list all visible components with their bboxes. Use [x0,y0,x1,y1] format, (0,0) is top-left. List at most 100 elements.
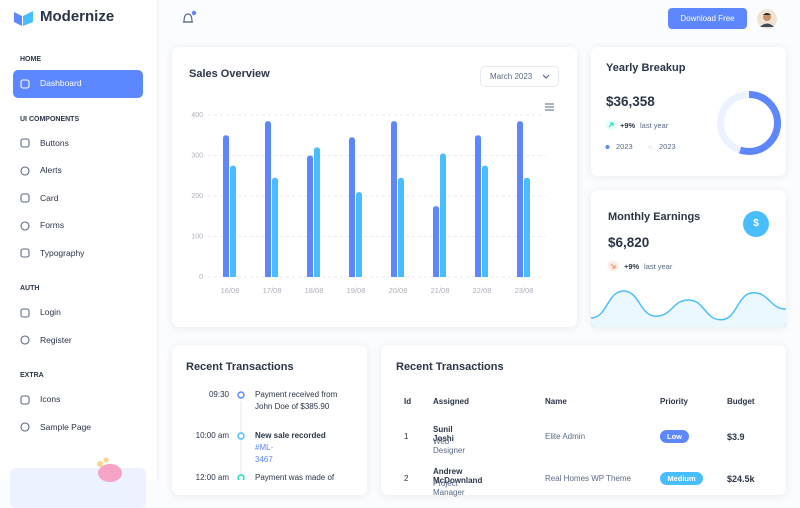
donut-segment [717,91,781,155]
card-title: Yearly Breakup [606,62,686,74]
bar [265,121,271,277]
x-tick-label: 20/08 [389,286,408,295]
nav-item[interactable]: Login [13,299,143,327]
nav-label: Forms [40,220,65,230]
chart-menu-icon [545,103,554,111]
section-title: EXTRA [20,372,44,379]
nav-icon [20,220,30,231]
section-title: HOME [20,56,41,63]
x-tick-label: 23/08 [515,286,534,295]
nav-icon [20,307,30,318]
earnings-icon: $ [743,211,769,237]
card-title: Recent Transactions [396,361,504,373]
bar [517,121,523,277]
period-dropdown[interactable]: March 2023 [480,66,559,87]
column-header: Assigned [433,397,470,406]
legend-swatch [648,145,653,149]
nav-label: Icons [40,394,61,404]
timeline-time: 10:00 am [195,431,229,440]
cell-budget: $24.5k [727,474,755,484]
nav-label: Buttons [40,137,69,148]
timeline-text: New sale recorded [255,431,326,440]
bar [349,137,355,277]
nav-label: Typography [40,247,85,258]
column-header: Priority [660,397,689,406]
nav-icon [20,394,30,405]
timeline-dot [237,391,245,399]
column-header: Id [404,397,412,406]
sidebar: Modernize HOME Dashboard UI COMPONENTS Butt… [0,0,158,508]
nav-label: Alerts [40,165,62,175]
nav-label: Card [40,192,59,203]
chevron [542,74,550,79]
nav-label: Login [40,307,61,317]
x-tick-label: 17/08 [263,286,282,295]
bar [391,121,397,277]
nav-item[interactable]: Buttons [13,130,143,158]
nav-icon [20,335,30,345]
nav-icon [20,165,30,176]
change-icon [605,119,617,131]
cell-budget: $3.9 [727,432,745,442]
x-tick-label: 22/08 [473,286,492,295]
nav-item[interactable]: Icons [13,386,143,414]
y-tick-label: 200 [191,193,203,200]
nav-icon [20,193,30,203]
timeline-text: Payment was made of [255,473,335,482]
nav-icon [20,422,30,432]
nav-item[interactable]: Alerts [13,157,143,185]
y-tick-label: 100 [191,233,203,240]
bar [433,206,439,277]
nav-icon [20,248,30,258]
period-label: March 2023 [490,72,533,81]
timeline-time: 09:30 [208,390,229,399]
card-title: Sales Overview [189,68,270,80]
timeline-dot [237,432,245,440]
change: +9% [620,121,636,130]
notification-bell[interactable] [180,10,200,28]
bar [307,155,313,277]
cell-name: Elite Admin [545,432,586,441]
y-tick-label: 300 [191,152,203,159]
nav: HOME Dashboard UI COMPONENTS Buttons Alerts C… [13,54,143,441]
download-button[interactable]: Download Free [668,8,747,29]
nav-item[interactable]: Forms [13,212,143,240]
nav-item[interactable]: Register [13,327,143,355]
card-title: Monthly Earnings [608,211,701,223]
nav-item[interactable]: Typography [13,240,143,268]
bar [524,177,530,277]
bar [356,191,362,277]
cell-assigned: Sunil Joshi [433,425,454,443]
nav-icon [20,138,30,148]
piggy-illustration [97,457,122,482]
earnings-line [590,290,787,321]
section-title: AUTH [20,285,40,292]
nav-item[interactable]: Card [13,185,143,213]
bar [398,177,404,277]
bar [230,165,236,277]
amount: $6,820 [608,235,650,250]
legend-label: 2023 [616,142,633,151]
card-title: Recent Transactions [186,361,294,373]
logo-icon [14,11,33,26]
earnings-area [591,291,786,327]
timeline-link[interactable]: #ML-3467 [255,443,274,464]
x-tick-label: 16/08 [221,286,240,295]
cell-id: 1 [404,432,409,441]
avatar[interactable] [756,8,778,30]
nav-item[interactable]: Sample Page [13,414,143,442]
transactions-card [381,345,786,495]
change: +9% [624,262,640,271]
column-header: Budget [727,397,755,406]
bar [475,135,481,277]
x-tick-label: 18/08 [305,286,324,295]
nav-label: Dashboard [40,78,82,88]
cell-role: Project Manager [433,479,465,497]
change-icon [607,260,619,272]
y-tick-label: 400 [191,112,203,119]
bar [440,153,446,277]
brand[interactable]: Modernize [40,8,115,25]
y-tick-label: 0 [199,274,203,281]
nav-item[interactable]: Dashboard [13,70,143,98]
